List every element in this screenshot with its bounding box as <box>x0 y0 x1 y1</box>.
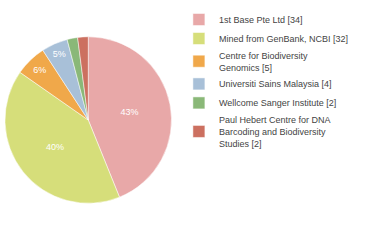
svg-text:40%: 40% <box>46 142 64 152</box>
svg-text:Universiti Sains Malaysia [4]: Universiti Sains Malaysia [4] <box>219 79 332 89</box>
svg-text:Mined from GenBank, NCBI [32]: Mined from GenBank, NCBI [32] <box>219 34 348 44</box>
svg-text:Wellcome Sanger Institute [2]: Wellcome Sanger Institute [2] <box>219 98 336 108</box>
svg-text:5%: 5% <box>53 49 66 59</box>
svg-text:1st Base Pte Ltd [34]: 1st Base Pte Ltd [34] <box>219 15 303 25</box>
svg-text:Centre for BiodiversityGenomic: Centre for BiodiversityGenomics [5] <box>219 51 308 73</box>
svg-text:Paul Hebert Centre for DNABarc: Paul Hebert Centre for DNABarcoding and … <box>219 115 331 148</box>
svg-text:6%: 6% <box>33 65 46 75</box>
svg-text:43%: 43% <box>120 107 138 117</box>
